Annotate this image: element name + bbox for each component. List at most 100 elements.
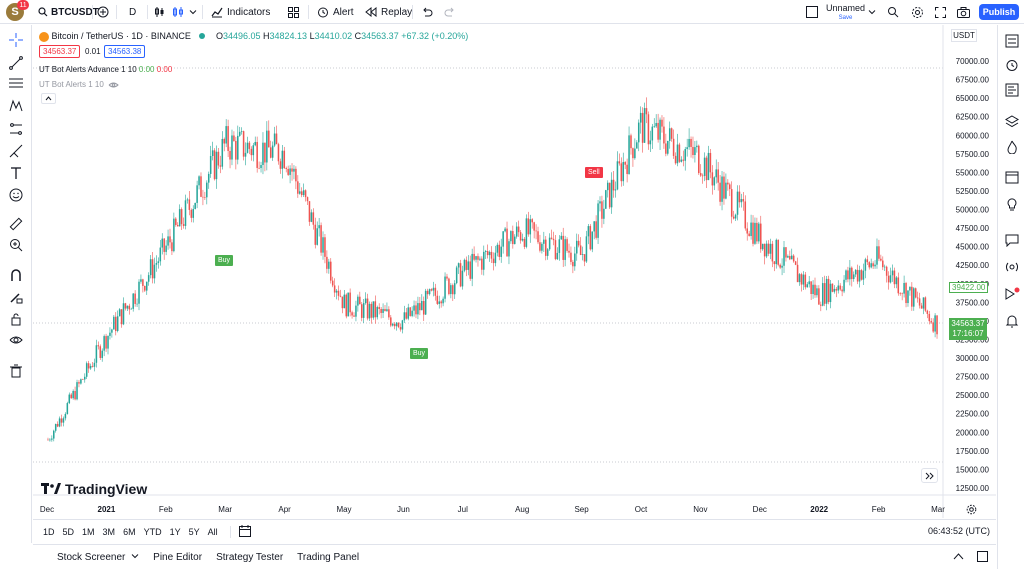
eye-hidden-icon[interactable] [108, 81, 119, 89]
candle [829, 279, 832, 309]
candle [103, 334, 105, 357]
brush-tool[interactable] [6, 142, 26, 160]
alert-button[interactable]: Alert [317, 0, 354, 24]
candle [132, 292, 134, 312]
interval-button[interactable]: D [129, 0, 136, 24]
candle [175, 217, 177, 227]
fullscreen-button[interactable] [935, 0, 946, 24]
layout-select[interactable] [806, 0, 818, 24]
layers-icon [1005, 115, 1019, 128]
object-tree-button[interactable] [1002, 113, 1022, 131]
range-button-ytd[interactable]: YTD [143, 526, 162, 537]
text-tool[interactable] [6, 164, 26, 182]
calendar-button[interactable] [1002, 168, 1022, 186]
candle [372, 301, 375, 320]
range-button-1d[interactable]: 1D [43, 526, 55, 537]
timezone-clock[interactable]: 06:43:52 (UTC) [927, 526, 990, 536]
forecast-tool[interactable] [6, 120, 26, 138]
candle [605, 189, 607, 210]
compare-button[interactable] [97, 0, 109, 24]
sell-price-button[interactable]: 34563.37 [39, 45, 81, 58]
chart-type-dropdown[interactable] [189, 0, 197, 24]
indicators-button[interactable]: Indicators [211, 0, 270, 24]
candle [618, 153, 621, 166]
notifications-button[interactable] [1002, 285, 1022, 303]
tab-pine-editor[interactable]: Pine Editor [153, 551, 203, 563]
bars-icon [155, 7, 164, 17]
time-axis[interactable]: Dec 2021 Feb Mar Apr May Jun Jul Aug Sep Oct Nov Dec… [40, 505, 945, 514]
candle [715, 159, 717, 184]
layouts-button[interactable] [288, 0, 299, 24]
watchlist-button[interactable] [1002, 32, 1022, 50]
candle [440, 299, 442, 308]
maximize-panel-button[interactable] [977, 551, 988, 565]
undo-button[interactable] [421, 0, 433, 24]
zoom-tool[interactable] [6, 236, 26, 254]
tradingview-watermark[interactable]: TradingView [41, 481, 147, 497]
bitcoin-logo-icon [39, 31, 49, 42]
emoji-tool[interactable] [6, 186, 26, 204]
candle [535, 224, 537, 240]
indicator-legend-1[interactable]: UT Bot Alerts Advance 1 10 0.00 0.00 [39, 65, 172, 74]
indicator-legend-2[interactable]: UT Bot Alerts 1 10 [39, 80, 119, 89]
axis-settings-button[interactable] [966, 504, 977, 518]
tab-trading-panel[interactable]: Trading Panel [297, 551, 360, 563]
symbol-search[interactable]: BTCUSDT [38, 0, 99, 24]
range-button-5d[interactable]: 5D [62, 526, 75, 537]
tab-stock-screener[interactable]: Stock Screener [43, 552, 139, 563]
ideas-button[interactable] [1002, 195, 1022, 213]
collapse-legend-button[interactable] [41, 93, 56, 104]
candle [612, 170, 615, 198]
range-button-6m[interactable]: 6M [123, 526, 136, 537]
quick-search-button[interactable] [887, 0, 899, 24]
candle [413, 300, 415, 317]
hide-tool[interactable] [6, 331, 26, 349]
range-button-3m[interactable]: 3M [102, 526, 116, 537]
alerts-bell-button[interactable] [1002, 312, 1022, 330]
streams-button[interactable] [1002, 258, 1022, 276]
chart-pane[interactable]: 70000.00 67500.00 65000.00 62500.00 60000.00… [33, 25, 996, 518]
range-button-5y[interactable]: 5Y [188, 526, 200, 537]
redo-button[interactable] [444, 0, 456, 24]
buy-price-button[interactable]: 34563.38 [104, 45, 146, 58]
ruler-tool[interactable] [6, 215, 26, 233]
expand-panel-button[interactable] [953, 552, 964, 563]
replay-button[interactable]: Replay [365, 0, 412, 24]
crosshair-tool[interactable] [6, 31, 26, 49]
candle [310, 209, 313, 223]
trendline-tool[interactable] [6, 54, 26, 72]
price-axis[interactable]: 70000.00 67500.00 65000.00 62500.00 60000.00… [956, 57, 990, 493]
fib-tool[interactable] [6, 75, 26, 93]
alerts-button[interactable] [1002, 56, 1022, 74]
price-chart[interactable]: 70000.00 67500.00 65000.00 62500.00 60000.00… [33, 25, 996, 518]
settings-button[interactable] [911, 0, 924, 24]
remove-tool[interactable] [6, 362, 26, 380]
layout-dropdown[interactable] [868, 0, 876, 24]
candle [360, 301, 363, 322]
magnet-tool[interactable] [6, 266, 26, 284]
publish-button[interactable]: Publish [979, 4, 1019, 20]
scroll-to-realtime-button[interactable] [921, 468, 938, 483]
range-button-1m[interactable]: 1M [82, 526, 95, 537]
data-window-button[interactable] [1002, 81, 1022, 99]
snapshot-button[interactable] [957, 0, 970, 24]
candle [800, 272, 803, 292]
candle [732, 210, 735, 220]
bar-style-button[interactable] [155, 0, 165, 24]
chart-type-button[interactable] [172, 0, 184, 24]
tab-strategy-tester[interactable]: Strategy Tester [216, 551, 284, 563]
pattern-tool[interactable] [6, 97, 26, 115]
range-button-1y[interactable]: 1Y [169, 526, 181, 537]
currency-select[interactable]: USDT [951, 29, 977, 42]
lock-tool[interactable] [6, 310, 26, 328]
layout-name[interactable]: Unnamed Save [826, 3, 865, 23]
candle [601, 195, 603, 228]
goto-date-button[interactable] [238, 524, 251, 539]
range-button-all[interactable]: All [207, 526, 218, 537]
candle [870, 258, 872, 269]
stay-drawing-tool[interactable] [6, 288, 26, 306]
chats-button[interactable] [1002, 231, 1022, 249]
candle [461, 265, 464, 290]
candle [599, 196, 601, 212]
hotlists-button[interactable] [1002, 138, 1022, 156]
